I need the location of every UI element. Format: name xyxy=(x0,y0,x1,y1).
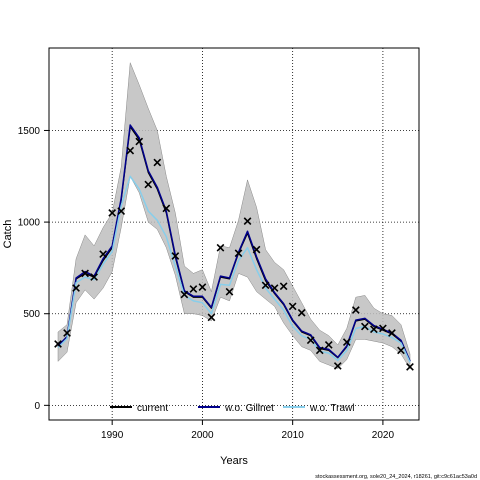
observed-point xyxy=(261,281,270,290)
observed-point xyxy=(54,340,62,348)
x-tick-label: 1990 xyxy=(101,430,124,441)
observed-point xyxy=(90,273,98,281)
x-tick-label: 2000 xyxy=(191,430,214,441)
observed-point xyxy=(126,146,135,155)
observed-point xyxy=(198,283,207,292)
observed-point xyxy=(370,325,378,334)
observed-point xyxy=(270,284,279,292)
plot-frame xyxy=(48,47,420,421)
legend-label: current xyxy=(137,403,168,414)
x-tick-label: 2020 xyxy=(372,430,395,441)
observed-point xyxy=(162,204,171,213)
y-tick-label: 1000 xyxy=(18,218,41,229)
observed-point xyxy=(171,252,180,260)
band-area xyxy=(57,62,411,370)
y-tick-label: 1500 xyxy=(18,126,41,137)
observed-point xyxy=(406,362,414,371)
observed-point xyxy=(99,250,108,259)
footer-credit: stockassessment.org, sole20_24_2024, r18… xyxy=(315,474,477,480)
observed-point xyxy=(252,245,261,254)
observed-point xyxy=(388,329,396,337)
y-tick-label: 0 xyxy=(34,401,40,412)
series-lines xyxy=(57,124,411,363)
observed-point xyxy=(216,243,225,252)
legend-item-wo-trawl: w.o. Trawl xyxy=(283,403,354,414)
observed-point xyxy=(360,322,369,331)
observed-point xyxy=(135,137,144,146)
observed-point xyxy=(234,249,243,258)
observed-point xyxy=(207,313,216,322)
x-tick-label: 2010 xyxy=(282,430,305,441)
legend: current w.o. Gillnet w.o. Trawl xyxy=(110,403,354,414)
x-axis: 1990 2000 2010 2020 xyxy=(101,420,394,441)
legend-label: w.o. Gillnet xyxy=(224,403,274,414)
observed-point xyxy=(63,329,71,337)
observed-point xyxy=(117,207,126,215)
observed-point xyxy=(279,282,288,291)
observed-point xyxy=(379,324,387,333)
legend-item-wo-gillnet: w.o. Gillnet xyxy=(198,403,274,414)
observed-point xyxy=(324,341,333,349)
legend-item-current: current xyxy=(110,403,168,414)
observed-point xyxy=(180,290,189,299)
observed-point xyxy=(72,284,80,292)
observed-point xyxy=(225,287,234,296)
legend-label: w.o. Trawl xyxy=(309,403,354,414)
observed-point xyxy=(108,209,117,217)
y-axis-label: Catch xyxy=(2,220,14,249)
observed-point xyxy=(297,308,306,317)
y-tick-label: 500 xyxy=(23,309,40,320)
observed-point xyxy=(315,346,324,355)
line-wo-trawl xyxy=(57,175,411,363)
observed-point xyxy=(243,217,252,226)
observed-points xyxy=(54,137,414,371)
observed-point xyxy=(189,285,198,293)
observed-point xyxy=(397,346,405,355)
observed-point xyxy=(306,336,315,345)
observed-point xyxy=(153,158,162,167)
line-wo-gillnet xyxy=(57,124,411,362)
observed-point xyxy=(342,338,351,346)
observed-point xyxy=(288,302,297,311)
observed-point xyxy=(351,306,360,314)
y-axis: 0 500 1000 1500 xyxy=(18,126,49,412)
observed-point xyxy=(81,269,89,278)
confidence-band xyxy=(57,62,411,370)
observed-point xyxy=(144,180,153,189)
x-axis-label: Years xyxy=(220,455,248,467)
observed-point xyxy=(333,362,342,370)
